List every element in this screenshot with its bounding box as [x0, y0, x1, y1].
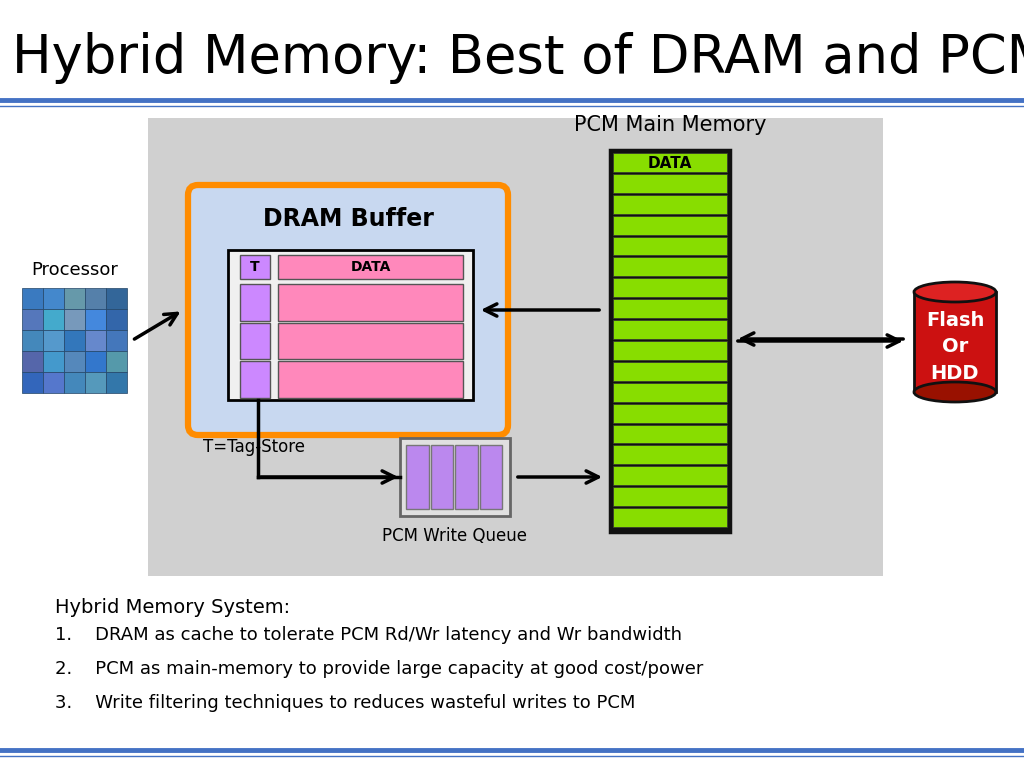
Bar	[63, 288, 85, 309]
Bar	[106, 351, 127, 372]
Bar	[148, 118, 883, 576]
Bar	[613, 487, 727, 506]
Bar	[278, 255, 463, 279]
Text: Hybrid Memory System:: Hybrid Memory System:	[55, 598, 290, 617]
Text: 2.    PCM as main-memory to provide large capacity at good cost/power: 2. PCM as main-memory to provide large c…	[55, 660, 703, 678]
Bar	[240, 323, 270, 359]
Bar	[613, 466, 727, 485]
Bar	[63, 330, 85, 351]
Bar	[43, 351, 63, 372]
Text: Flash
Or
HDD: Flash Or HDD	[926, 311, 984, 383]
Bar	[22, 330, 43, 351]
Bar	[22, 351, 43, 372]
Text: DATA: DATA	[350, 260, 391, 274]
Text: DRAM Buffer: DRAM Buffer	[262, 207, 433, 231]
Text: T=Tag-Store: T=Tag-Store	[203, 438, 305, 456]
Bar	[430, 445, 453, 509]
Bar	[85, 330, 106, 351]
Bar	[240, 361, 270, 398]
Bar	[613, 216, 727, 234]
Bar	[43, 372, 63, 393]
Bar	[106, 330, 127, 351]
Bar	[610, 150, 730, 532]
Bar	[22, 372, 43, 393]
Bar	[400, 438, 510, 516]
Bar	[106, 372, 127, 393]
Bar	[613, 341, 727, 360]
Text: 1.    DRAM as cache to tolerate PCM Rd/Wr latency and Wr bandwidth: 1. DRAM as cache to tolerate PCM Rd/Wr l…	[55, 626, 682, 644]
Bar	[278, 323, 463, 359]
Bar	[278, 361, 463, 398]
Bar	[278, 284, 463, 321]
Bar	[63, 309, 85, 330]
Text: DATA: DATA	[648, 156, 692, 171]
Bar	[43, 288, 63, 309]
Bar	[228, 250, 473, 400]
Bar	[613, 257, 727, 276]
Bar	[613, 174, 727, 193]
Bar	[613, 278, 727, 297]
Bar	[613, 300, 727, 318]
Bar	[613, 445, 727, 465]
Ellipse shape	[914, 282, 996, 302]
Bar	[63, 372, 85, 393]
Bar	[613, 237, 727, 256]
Bar	[613, 320, 727, 339]
FancyBboxPatch shape	[188, 185, 508, 435]
Bar	[85, 288, 106, 309]
Bar	[613, 508, 727, 527]
Text: 3.    Write filtering techniques to reduces wasteful writes to PCM: 3. Write filtering techniques to reduces…	[55, 694, 635, 712]
Bar	[85, 309, 106, 330]
Bar	[85, 351, 106, 372]
Bar	[914, 292, 996, 392]
Text: Hybrid Memory: Best of DRAM and PCM: Hybrid Memory: Best of DRAM and PCM	[12, 32, 1024, 84]
Bar	[613, 425, 727, 443]
Bar	[613, 195, 727, 214]
Bar	[613, 382, 727, 402]
Bar	[43, 330, 63, 351]
Bar	[455, 445, 477, 509]
Bar	[43, 309, 63, 330]
Bar	[106, 288, 127, 309]
Bar	[85, 372, 106, 393]
Text: PCM Main Memory: PCM Main Memory	[573, 115, 766, 135]
Bar	[63, 351, 85, 372]
Bar	[406, 445, 428, 509]
Text: PCM Write Queue: PCM Write Queue	[383, 527, 527, 545]
Bar	[240, 284, 270, 321]
Bar	[106, 309, 127, 330]
Text: Processor: Processor	[31, 261, 118, 279]
Bar	[613, 404, 727, 422]
Bar	[479, 445, 502, 509]
Bar	[22, 309, 43, 330]
Bar	[613, 362, 727, 381]
Text: T: T	[250, 260, 260, 274]
Bar	[613, 153, 727, 172]
Bar	[240, 255, 270, 279]
Ellipse shape	[914, 382, 996, 402]
Bar	[22, 288, 43, 309]
